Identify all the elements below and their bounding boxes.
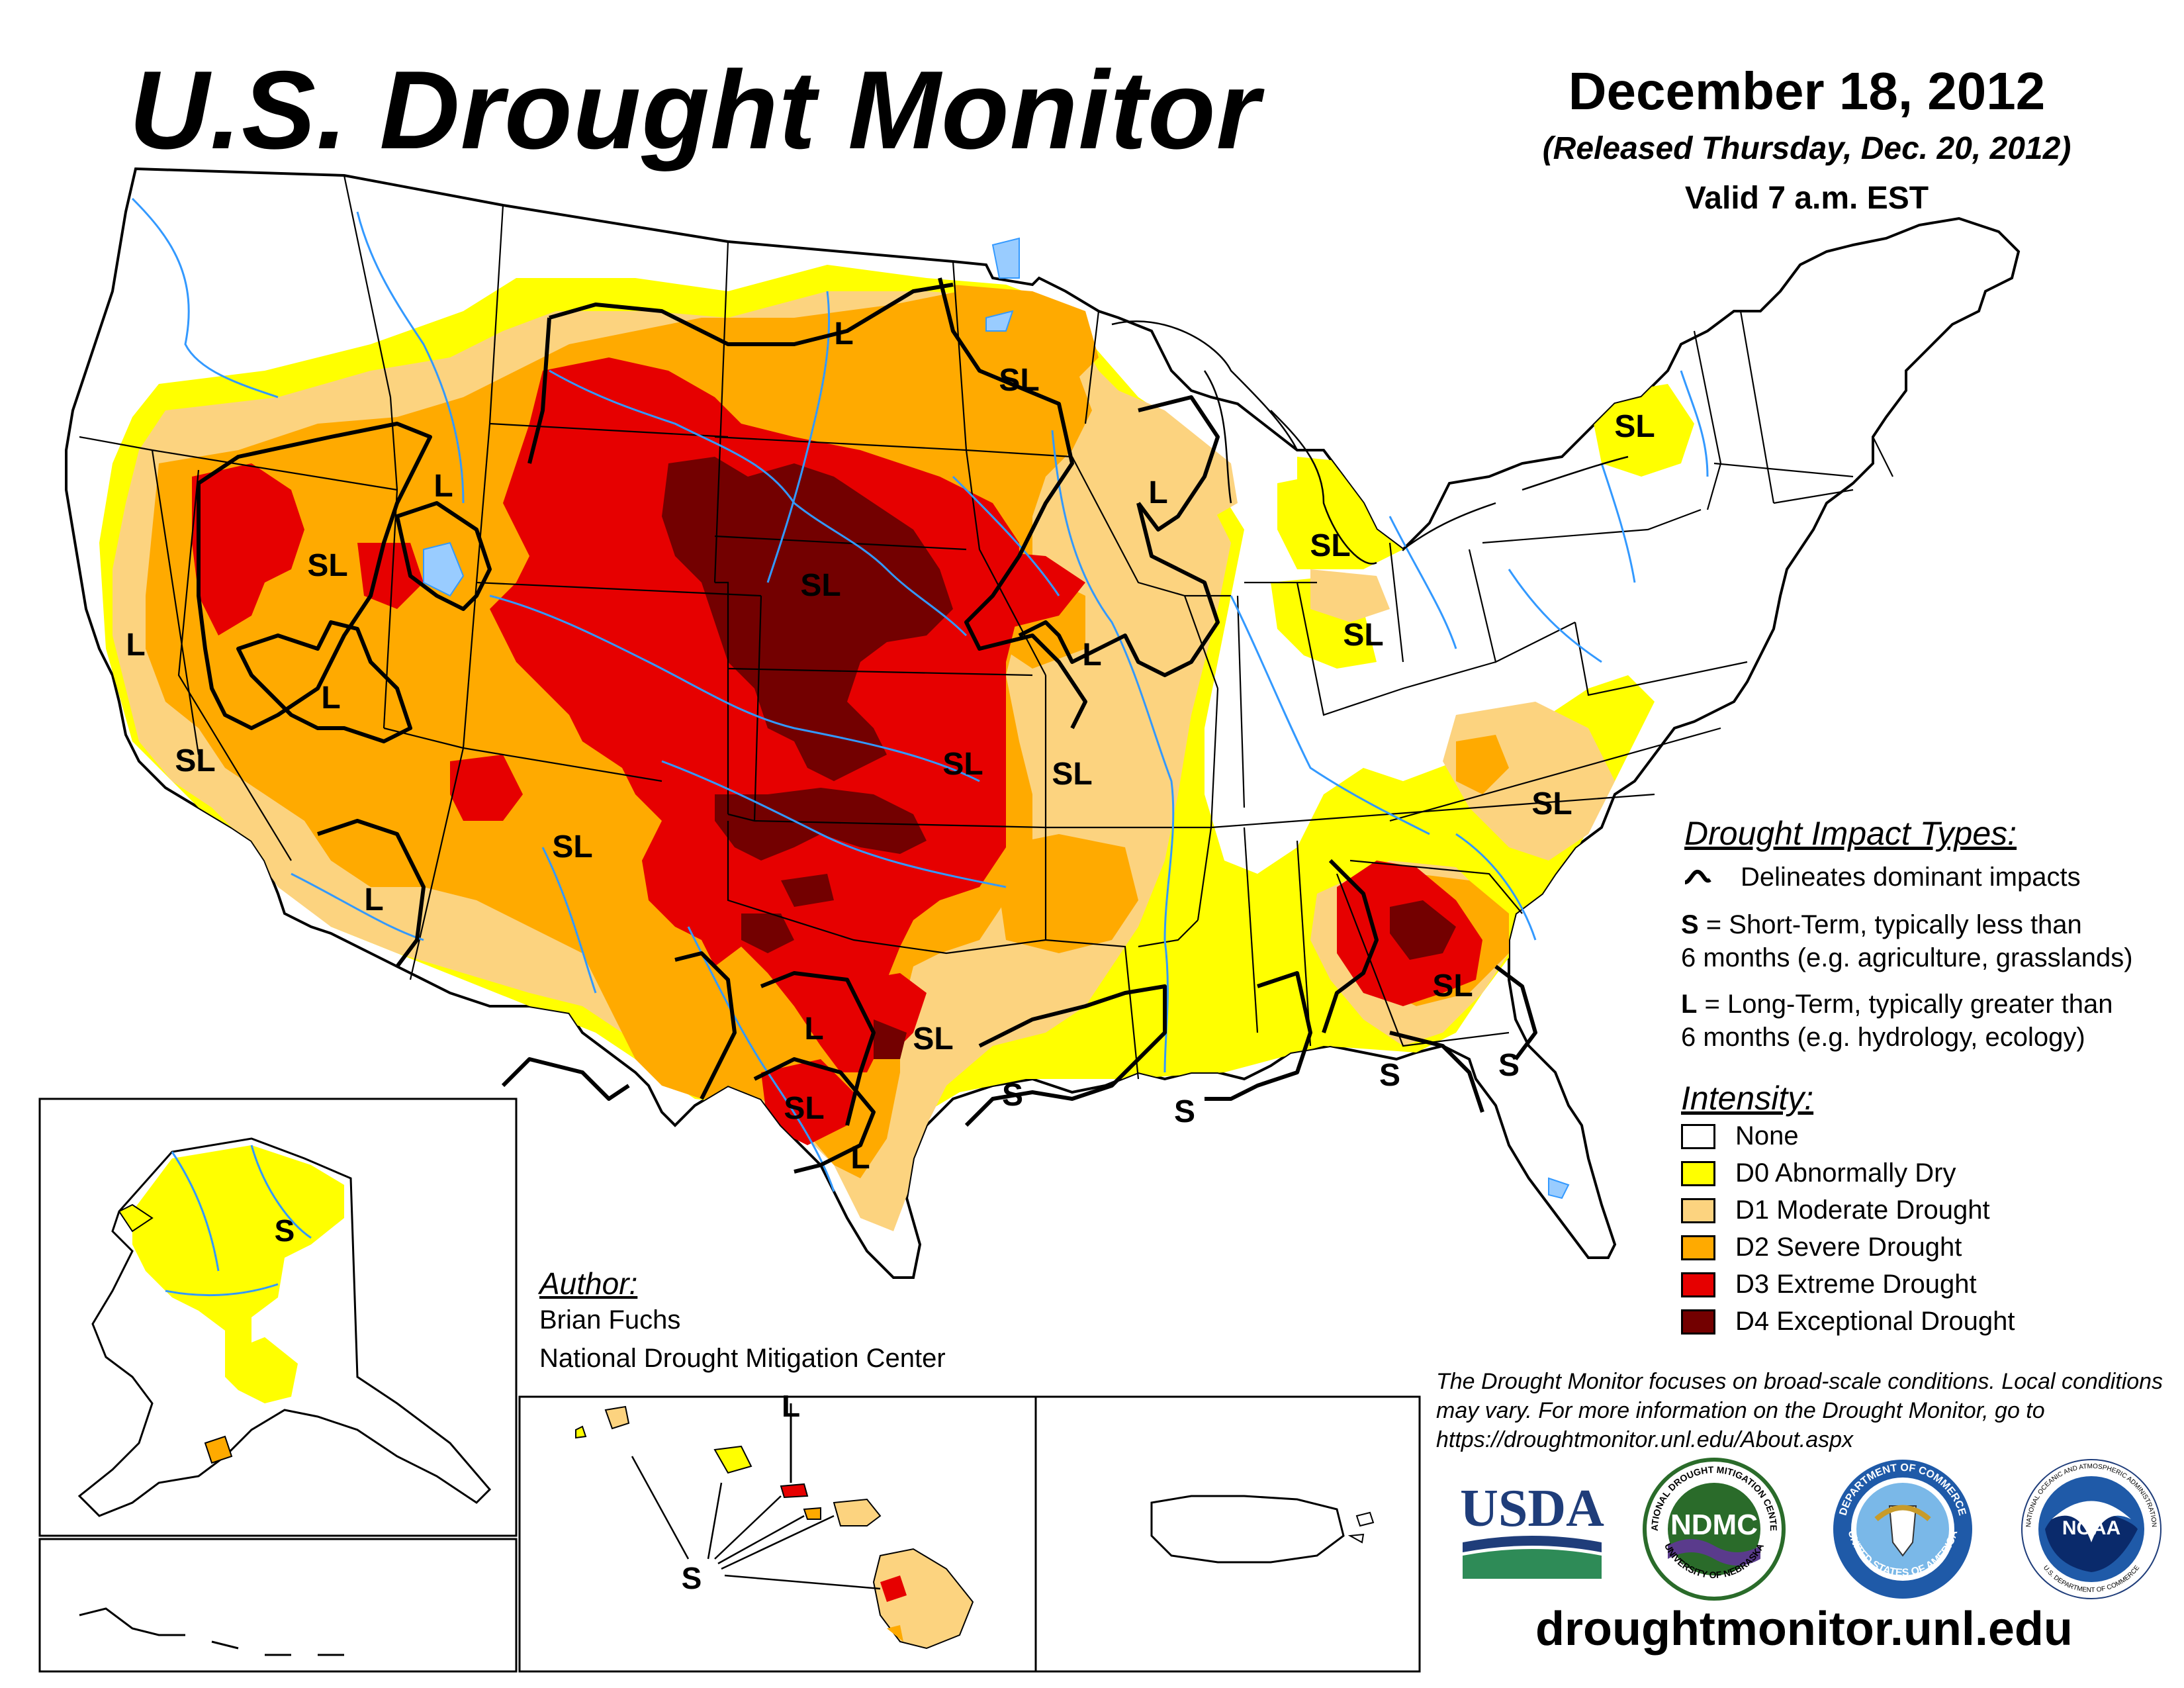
swatch-d3 (1681, 1272, 1715, 1297)
legend-label: D4 Exceptional Drought (1735, 1307, 2015, 1336)
intensity-heading: Intensity: (1681, 1080, 1814, 1117)
swatch-d0 (1681, 1161, 1715, 1186)
label-sl: L (834, 316, 853, 352)
label-sl: SL (175, 743, 215, 778)
map-date: December 18, 2012 (1568, 62, 2046, 120)
label-sl: SL (1343, 618, 1383, 653)
state-boundaries (79, 175, 1893, 1080)
impact-s-desc-1: = Short-Term, typically less than (1698, 910, 2082, 939)
author-org: National Drought Mitigation Center (539, 1344, 946, 1373)
label-l: L (126, 628, 145, 663)
label-s: S (1498, 1048, 1520, 1083)
label-sl: SL (913, 1021, 953, 1056)
label-s: S (1002, 1078, 1023, 1113)
map-impact-labels: L SL L L SL SL SL SL SL L L L SL SL SL S… (126, 316, 1655, 1176)
noaa-logo: NOAA NATIONAL OCEANIC AND ATMOSPHERIC AD… (2021, 1459, 2161, 1599)
swatch-d1 (1681, 1198, 1715, 1223)
label-sl: SL (999, 363, 1039, 398)
hawaii-label-l: L (782, 1389, 800, 1423)
commerce-seal-logo: DEPARTMENT OF COMMERCE UNITED STATES OF … (1833, 1460, 1972, 1599)
release-date: (Released Thursday, Dec. 20, 2012) (1542, 131, 2071, 166)
label-l: L (1082, 637, 1101, 673)
impact-line-desc: Delineates dominant impacts (1741, 863, 2081, 892)
impact-types-heading: Drought Impact Types: (1684, 815, 2017, 852)
alaska-inset: S (38, 1098, 518, 1673)
impact-l-desc: L = Long-Term, typically greater than (1681, 990, 2113, 1019)
alaska-label-s: S (275, 1213, 295, 1248)
label-l: L (433, 469, 453, 504)
legend-label: D2 Severe Drought (1735, 1233, 1962, 1262)
impact-l-desc-2: 6 months (e.g. hydrology, ecology) (1681, 1023, 2085, 1052)
noaa-logo-text: NOAA (2062, 1517, 2120, 1539)
label-l: L (850, 1141, 870, 1176)
legend-label: D3 Extreme Drought (1735, 1270, 1977, 1299)
legend-label: D1 Moderate Drought (1735, 1196, 1990, 1225)
swatch-none (1681, 1124, 1715, 1149)
website-link[interactable]: droughtmonitor.unl.edu (1535, 1603, 2073, 1656)
label-s: S (1379, 1058, 1400, 1093)
great-lakes-outline (1111, 320, 1629, 565)
lakes (423, 237, 1570, 1199)
usda-logo-text: USDA (1460, 1479, 1604, 1538)
impact-s-desc: S = Short-Term, typically less than (1681, 910, 2082, 940)
impact-delineation-lines (197, 277, 1537, 1174)
swatch-d4 (1681, 1309, 1715, 1335)
label-sl: SL (800, 568, 841, 603)
label-sl: SL (552, 829, 592, 865)
label-l: L (321, 680, 340, 716)
puerto-rico-inset (1034, 1395, 1421, 1673)
impact-l-key: L (1681, 990, 1698, 1019)
impact-s-desc-2: 6 months (e.g. agriculture, grasslands) (1681, 943, 2133, 972)
hawaii-inset: L S (518, 1389, 1037, 1673)
usda-logo: USDA (1460, 1479, 1604, 1579)
legend-label: None (1735, 1121, 1799, 1150)
hawaii-label-s: S (682, 1561, 702, 1595)
legend-label: D0 Abnormally Dry (1735, 1158, 1956, 1188)
valid-time: Valid 7 a.m. EST (1684, 181, 1929, 216)
ndmc-logo: NDMC NATIONAL DROUGHT MITIGATION CENTER … (1641, 1456, 1786, 1601)
page-title: U.S. Drought Monitor (129, 48, 1261, 172)
author-heading: Author: (539, 1266, 638, 1301)
label-sl: SL (1052, 757, 1092, 792)
impact-s-key: S (1681, 910, 1699, 939)
label-l: L (804, 1011, 823, 1047)
disclaimer-text: The Drought Monitor focuses on broad-sca… (1436, 1369, 2163, 1452)
swatch-d2 (1681, 1235, 1715, 1260)
label-sl: SL (307, 548, 347, 583)
label-sl: SL (784, 1091, 824, 1126)
label-l: L (1148, 475, 1167, 510)
label-l: L (364, 882, 383, 917)
label-sl: SL (942, 747, 983, 782)
label-sl: SL (1310, 528, 1350, 563)
impact-line-icon (1684, 869, 1711, 884)
label-sl: SL (1531, 786, 1572, 821)
label-sl: SL (1432, 968, 1473, 1004)
impact-l-desc-1: = Long-Term, typically greater than (1697, 990, 2113, 1019)
label-s: S (1174, 1094, 1195, 1129)
ndmc-logo-text: NDMC (1670, 1509, 1758, 1541)
author-name: Brian Fuchs (539, 1305, 681, 1335)
label-sl: SL (1614, 409, 1655, 444)
